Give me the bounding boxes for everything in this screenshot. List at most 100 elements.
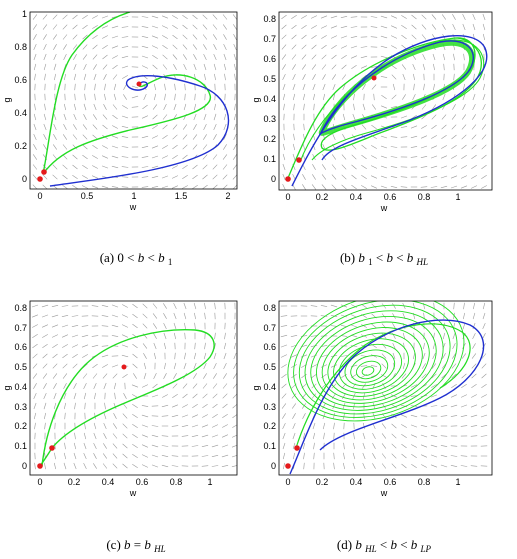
vector-field-arrow — [292, 93, 296, 101]
plot-frame — [29, 11, 238, 190]
vector-field-arrow — [52, 363, 58, 369]
vector-field-arrow — [223, 123, 227, 131]
vector-field-arrow — [301, 64, 307, 70]
vector-field-arrow — [184, 352, 186, 360]
x-tick-label: 0 — [37, 191, 42, 201]
vector-field-arrow — [42, 14, 48, 20]
vector-field-arrow — [111, 45, 119, 49]
vector-field-arrow — [481, 175, 487, 179]
vector-field-arrow — [192, 34, 198, 40]
vector-field-arrow — [132, 424, 138, 428]
vector-field-arrow — [93, 432, 97, 440]
vector-field-arrow — [132, 444, 138, 448]
vector-field-arrow — [51, 314, 59, 318]
vector-field-arrow — [101, 155, 109, 159]
vector-field-arrow — [280, 315, 288, 317]
x-axis-label: w — [380, 203, 388, 213]
vector-field-arrow — [72, 363, 78, 369]
vector-field-arrow — [162, 64, 168, 70]
vector-field-arrow — [470, 435, 478, 437]
vector-field-arrow — [450, 455, 458, 457]
vector-field-arrow — [482, 312, 486, 320]
vector-field-arrow — [202, 154, 208, 160]
vector-field-arrow — [33, 63, 37, 71]
vector-field-arrow — [373, 93, 375, 101]
vector-field-arrow — [83, 63, 87, 71]
vector-field-arrow — [371, 84, 377, 90]
vector-field-arrow — [312, 174, 316, 180]
vector-field-arrow — [141, 156, 149, 158]
vector-field-arrow — [203, 373, 207, 379]
blue-trajectory-inner — [319, 40, 474, 136]
x-axis-label: w — [129, 202, 137, 212]
vector-field-arrow — [32, 14, 38, 20]
vector-field-arrow — [462, 13, 466, 21]
y-tick-label: 0.1 — [263, 441, 276, 451]
vector-field-arrow — [152, 303, 158, 309]
vector-field-arrow — [391, 45, 397, 49]
vector-field-arrow — [390, 146, 398, 148]
vector-field-arrow — [440, 185, 448, 189]
vector-field-arrow — [194, 322, 196, 330]
vector-field-arrow — [62, 144, 68, 150]
vector-field-arrow — [111, 145, 119, 149]
vector-field-arrow — [222, 164, 228, 170]
vector-field-arrow — [400, 115, 408, 119]
vector-field-arrow — [104, 402, 106, 410]
vector-field-arrow — [72, 154, 78, 160]
vector-field-arrow — [222, 424, 228, 428]
vector-field-arrow — [232, 383, 237, 389]
vector-field-arrow — [440, 454, 448, 458]
vector-field-arrow — [74, 93, 76, 101]
x-tick-label: 0.6 — [384, 192, 397, 202]
vector-field-arrow — [341, 154, 347, 160]
vector-field-arrow — [391, 403, 397, 409]
vector-field-arrow — [420, 176, 428, 178]
vector-field-arrow — [182, 164, 188, 170]
vector-field-arrow — [282, 93, 286, 101]
vector-field-arrow — [290, 335, 298, 337]
vector-field-arrow — [94, 83, 96, 91]
vector-field-arrow — [161, 455, 169, 457]
vector-field-arrow — [122, 75, 128, 79]
vector-field-arrow — [52, 174, 58, 180]
vector-field-arrow — [351, 304, 357, 308]
spiral-loop — [344, 349, 396, 387]
x-axis-label: w — [380, 488, 388, 498]
y-tick-label: 0 — [22, 461, 27, 471]
vector-field-arrow — [203, 123, 207, 131]
vector-field-arrow — [212, 154, 218, 160]
vector-field-arrow — [402, 73, 406, 81]
vector-field-arrow — [470, 414, 478, 418]
vector-field-arrow — [211, 434, 219, 438]
vector-field-arrow — [161, 445, 169, 447]
vector-field-arrow — [381, 94, 387, 100]
vector-field-arrow — [312, 83, 316, 91]
vector-field-arrow — [211, 444, 219, 448]
vector-field-arrow — [102, 35, 108, 39]
vector-field-arrow — [460, 185, 468, 189]
vector-field-arrow — [82, 134, 88, 140]
x-tick-label: 0.2 — [316, 477, 329, 487]
x-tick-label: 1 — [455, 192, 460, 202]
vector-field-arrow — [430, 405, 438, 407]
vector-field-arrow — [211, 465, 219, 467]
vector-field-arrow — [63, 44, 67, 50]
vector-field-arrow — [371, 303, 377, 309]
vector-field-arrow — [71, 325, 79, 327]
vector-field-arrow — [184, 332, 186, 340]
vector-field-arrow — [282, 452, 286, 460]
vector-field-arrow — [362, 103, 366, 111]
vector-field-arrow — [442, 332, 446, 340]
vector-field-arrow — [471, 394, 477, 398]
vector-field-arrow — [172, 15, 178, 19]
vector-field-arrow — [42, 353, 48, 359]
vector-field-arrow — [390, 176, 398, 178]
vector-field-arrow — [172, 124, 178, 130]
vector-field-arrow — [191, 414, 199, 418]
vector-field-arrow — [32, 334, 38, 338]
vector-field-arrow — [341, 174, 347, 180]
vector-field-arrow — [111, 35, 119, 39]
vector-field-arrow — [233, 113, 237, 121]
vector-field-arrow — [182, 34, 188, 40]
